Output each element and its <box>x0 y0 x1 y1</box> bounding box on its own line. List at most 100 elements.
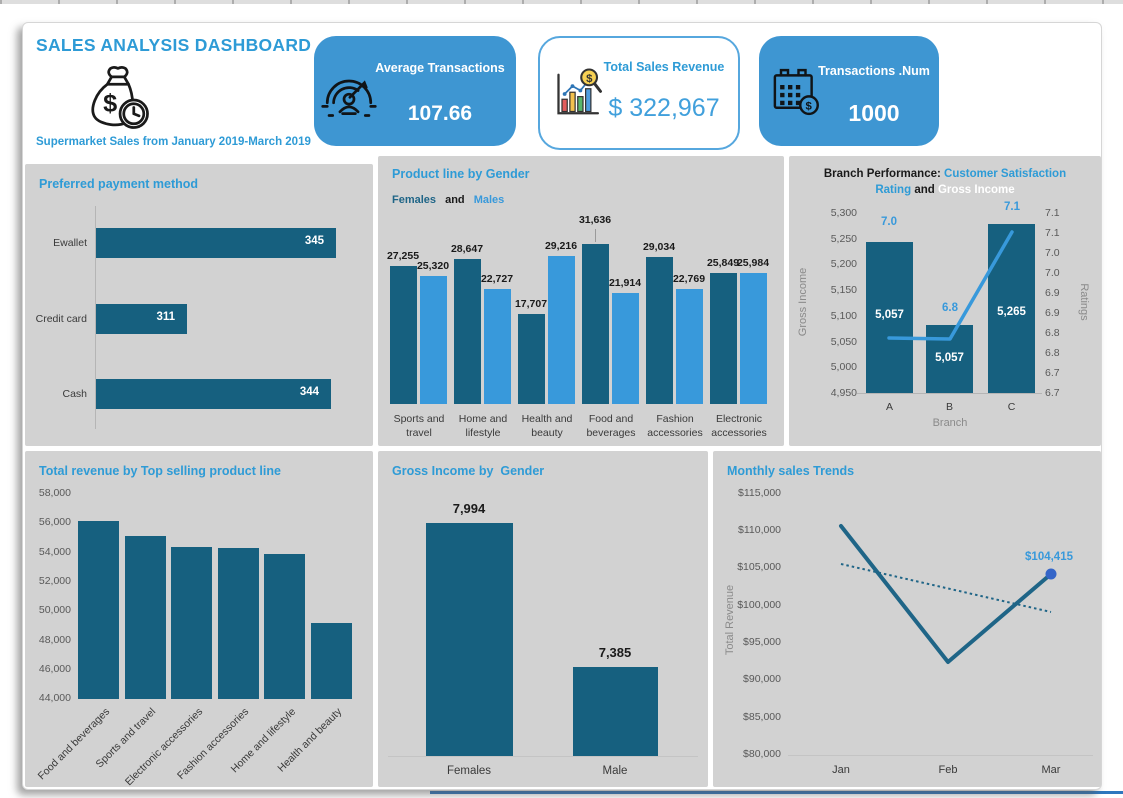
y-tick: 46,000 <box>38 663 71 675</box>
x-category-label: B <box>945 401 953 413</box>
data-label: 27,255 <box>386 250 420 262</box>
data-label: 5,057 <box>935 352 964 364</box>
title-part: Branch Performance: <box>823 168 941 180</box>
revenue-bar-home-lifestyle <box>264 554 305 699</box>
x-category-label: Food and beverages <box>586 413 636 439</box>
x-category-label: Jan <box>832 764 850 776</box>
category-label: Cash <box>62 388 87 400</box>
data-label: 25,849 <box>706 257 740 269</box>
branch-bar-c <box>988 224 1035 393</box>
panel-product-line-by-gender: Product line by Gender Females and Males… <box>378 156 784 446</box>
kpi-card-transactions-num: $ Transactions .Num 1000 <box>759 36 939 146</box>
payment-bar-cash <box>96 379 331 409</box>
y2-tick: 7.0 <box>1045 267 1060 279</box>
svg-text:$: $ <box>103 90 117 118</box>
bar-female-fashion-accessories <box>646 257 673 404</box>
x-axis-title: Branch <box>932 417 968 429</box>
category-label: Credit card <box>35 313 87 325</box>
x-axis-line <box>788 755 1093 756</box>
y-tick: $85,000 <box>743 711 781 723</box>
x-category-label: Fashion accessories <box>647 413 703 439</box>
x-category-label: Health and beauty <box>521 413 573 439</box>
y-tick: 44,000 <box>38 692 71 704</box>
kpi-label: Total Sales Revenue <box>603 60 725 74</box>
revenue-bar-fashion-accessories <box>217 548 259 699</box>
page-subtitle: Supermarket Sales from January 2019-Marc… <box>36 136 311 148</box>
page-title: SALES ANALYSIS DASHBOARD <box>36 35 312 55</box>
data-label: 7,994 <box>452 501 486 516</box>
calendar-dollar-icon: $ <box>767 62 823 122</box>
y-tick: 4,950 <box>830 387 857 399</box>
data-label: 345 <box>304 235 324 247</box>
money-bag-clock-icon: $ <box>81 61 157 137</box>
chart-title: Preferred payment method <box>39 177 199 191</box>
y-tick: $105,000 <box>737 561 781 573</box>
y-axis-line <box>95 206 96 429</box>
data-label: 17,707 <box>514 298 548 310</box>
data-label: 7,385 <box>598 645 632 660</box>
x-category-label: Home and lifestyle <box>458 413 508 439</box>
payment-bar-ewallet <box>96 228 336 258</box>
x-axis-line <box>388 756 698 757</box>
dashboard-card: SALES ANALYSIS DASHBOARD $ Supermarket S… <box>22 22 1102 790</box>
data-label: 22,769 <box>672 273 706 285</box>
category-label: Ewallet <box>53 237 87 249</box>
x-category-label: Fashion accessories <box>175 705 252 782</box>
y-tick: 54,000 <box>38 546 71 558</box>
x-category-label: Sports and travel <box>393 413 445 439</box>
x-category-label: C <box>1007 401 1016 413</box>
y-tick: 5,100 <box>830 310 857 322</box>
svg-text:$: $ <box>806 101 813 113</box>
y-tick: $95,000 <box>743 636 781 648</box>
kpi-value: $ 322,967 <box>608 94 720 122</box>
x-category-label: Food and beverages <box>35 705 113 783</box>
chart-magnifier-icon: $ <box>548 64 604 124</box>
panel-preferred-payment-method: Preferred payment method Ewallet Credit … <box>25 164 373 446</box>
legend-conjunction: and <box>445 194 465 206</box>
x-category-label: A <box>885 401 893 413</box>
data-label: 25,984 <box>736 257 770 269</box>
y-tick: $90,000 <box>743 673 781 685</box>
revenue-bar-health-beauty <box>310 623 352 699</box>
title-part: Gross Income <box>937 184 1015 196</box>
bar-female-home-lifestyle <box>454 259 481 404</box>
panel-total-revenue-product-line: Total revenue by Top selling product lin… <box>25 451 373 788</box>
y2-tick: 7.1 <box>1045 207 1060 219</box>
y-tick: 5,200 <box>830 258 857 270</box>
y-tick: 5,000 <box>830 361 857 373</box>
chart-legend: Females and Males <box>392 194 504 206</box>
data-label: 31,636 <box>578 214 612 226</box>
chart-title: Gross Income by Gender <box>392 464 545 478</box>
gauge-person-icon <box>320 58 378 124</box>
bar-female-electronic-accessories <box>710 273 737 404</box>
data-label: 22,727 <box>480 273 514 285</box>
data-label: 25,320 <box>416 260 450 272</box>
bar-male-home-lifestyle <box>484 289 511 404</box>
kpi-card-total-sales-revenue: $ Total Sales Revenue $ 322,967 <box>538 36 740 150</box>
kpi-label: Average Transactions <box>375 61 505 75</box>
data-label: 29,216 <box>544 240 578 252</box>
bar-male-health-beauty <box>548 256 575 404</box>
revenue-bar-sports-travel <box>124 536 166 699</box>
chart-title: Branch Performance: Customer Satisfactio… <box>789 166 1101 198</box>
y2-tick: 6.7 <box>1045 387 1060 399</box>
y2-tick: 7.0 <box>1045 247 1060 259</box>
y2-tick: 6.9 <box>1045 307 1060 319</box>
y-tick: $110,000 <box>737 524 781 536</box>
y-tick: $80,000 <box>743 748 781 760</box>
y-tick: 56,000 <box>38 516 71 528</box>
bar-male-sports-travel <box>420 276 447 404</box>
x-category-label: Home and lifestyle <box>228 705 299 776</box>
point-data-label: $104,415 <box>1025 551 1073 563</box>
data-label: 28,647 <box>450 243 484 255</box>
x-category-label: Feb <box>938 764 958 776</box>
data-label: 5,057 <box>875 309 904 321</box>
panel-branch-performance: Branch Performance: Customer Satisfactio… <box>789 156 1101 446</box>
legend-males: Males <box>473 194 505 206</box>
data-label: 344 <box>299 386 319 398</box>
y-tick: 52,000 <box>38 575 71 587</box>
branch-bar-a <box>866 242 913 393</box>
rating-line <box>887 230 1014 341</box>
bar-female-food-beverages <box>582 244 609 404</box>
svg-text:$: $ <box>586 73 593 85</box>
